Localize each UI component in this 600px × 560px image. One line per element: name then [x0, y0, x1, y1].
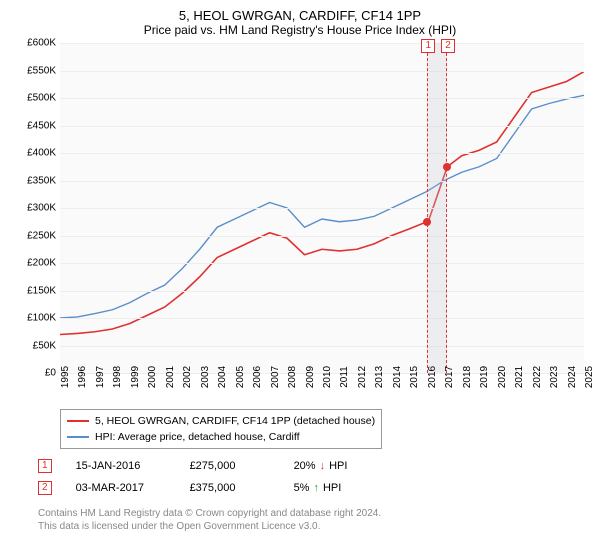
- x-tick-label: 2021: [514, 366, 525, 388]
- x-tick-label: 2022: [532, 366, 543, 388]
- x-tick-label: 2012: [357, 366, 368, 388]
- gridline: [60, 153, 584, 154]
- plot-area: 12: [60, 43, 584, 373]
- y-tick-label: £600K: [27, 38, 56, 49]
- gridline: [60, 318, 584, 319]
- chart-container: 5, HEOL GWRGAN, CARDIFF, CF14 1PP Price …: [0, 0, 600, 560]
- event-diff-pct: 20%: [294, 460, 316, 472]
- gridline: [60, 98, 584, 99]
- x-tick-label: 1999: [130, 366, 141, 388]
- footer-attribution: Contains HM Land Registry data © Crown c…: [38, 507, 584, 533]
- y-tick-label: £200K: [27, 258, 56, 269]
- y-tick-label: £50K: [33, 340, 56, 351]
- x-tick-label: 2004: [217, 366, 228, 388]
- y-tick-label: £0: [45, 368, 56, 379]
- y-tick-label: £150K: [27, 285, 56, 296]
- event-price: £375,000: [190, 482, 270, 494]
- x-tick-label: 2016: [427, 366, 438, 388]
- x-tick-label: 2011: [339, 366, 350, 388]
- x-tick-label: 2013: [374, 366, 385, 388]
- y-tick-label: £250K: [27, 230, 56, 241]
- event-row: 2 03-MAR-2017 £375,000 5%↑ HPI: [38, 477, 584, 499]
- x-tick-label: 2003: [200, 366, 211, 388]
- arrow-icon: ↓: [320, 460, 326, 472]
- y-tick-label: £300K: [27, 203, 56, 214]
- gridline: [60, 291, 584, 292]
- x-tick-label: 2015: [409, 366, 420, 388]
- gridline: [60, 346, 584, 347]
- legend-swatch-2: [67, 436, 89, 438]
- x-tick-label: 2025: [584, 366, 595, 388]
- y-tick-label: £400K: [27, 148, 56, 159]
- gridline: [60, 208, 584, 209]
- marker-dot-1: [423, 218, 431, 226]
- event-num: 1: [38, 459, 52, 473]
- marker-label-1: 1: [421, 39, 435, 53]
- gridline: [60, 263, 584, 264]
- x-tick-label: 2008: [287, 366, 298, 388]
- y-tick-label: £100K: [27, 313, 56, 324]
- footer-line-1: Contains HM Land Registry data © Crown c…: [38, 507, 584, 520]
- x-tick-label: 1998: [112, 366, 123, 388]
- x-tick-label: 2017: [444, 366, 455, 388]
- gridline: [60, 71, 584, 72]
- x-tick-label: 2019: [479, 366, 490, 388]
- chart-title: 5, HEOL GWRGAN, CARDIFF, CF14 1PP: [12, 8, 588, 23]
- y-tick-label: £350K: [27, 175, 56, 186]
- event-diff: 5%↑ HPI: [294, 482, 342, 494]
- event-date: 03-MAR-2017: [76, 482, 166, 494]
- x-axis: 1995199619971998199920002001200220032004…: [60, 373, 584, 403]
- x-tick-label: 2001: [165, 366, 176, 388]
- marker-label-2: 2: [441, 39, 455, 53]
- arrow-icon: ↑: [313, 482, 319, 494]
- y-axis: £0£50K£100K£150K£200K£250K£300K£350K£400…: [12, 43, 60, 373]
- event-diff-label: HPI: [323, 482, 341, 494]
- event-date: 15-JAN-2016: [76, 460, 166, 472]
- footer-line-2: This data is licensed under the Open Gov…: [38, 520, 584, 533]
- chart-area: £0 £50K £100K £150K £200K £250K £300K £350K £400…: [12, 43, 588, 403]
- x-tick-label: 2024: [567, 366, 578, 388]
- gridline: [60, 43, 584, 44]
- event-diff: 20% ↓HPI: [294, 460, 348, 472]
- x-tick-label: 2005: [235, 366, 246, 388]
- x-tick-label: 2000: [147, 366, 158, 388]
- event-num: 2: [38, 481, 52, 495]
- x-tick-label: 2023: [549, 366, 560, 388]
- x-tick-label: 1997: [95, 366, 106, 388]
- x-tick-label: 2009: [305, 366, 316, 388]
- x-tick-label: 2002: [182, 366, 193, 388]
- x-tick-label: 2014: [392, 366, 403, 388]
- event-table: 115-JAN-2016£275,00020%↓HPI203-MAR-2017£…: [38, 455, 584, 499]
- series-line-price_paid: [60, 72, 584, 335]
- legend-swatch-1: [67, 420, 89, 422]
- event-diff-label: HPI: [329, 460, 347, 472]
- chart-subtitle: Price paid vs. HM Land Registry's House …: [12, 23, 588, 37]
- x-tick-label: 2018: [462, 366, 473, 388]
- x-tick-label: 2006: [252, 366, 263, 388]
- y-tick-label: £450K: [27, 120, 56, 131]
- gridline: [60, 236, 584, 237]
- marker-band: [427, 43, 447, 373]
- gridline: [60, 126, 584, 127]
- legend-label-1: 5, HEOL GWRGAN, CARDIFF, CF14 1PP (detac…: [95, 413, 375, 429]
- legend-item-price-paid: 5, HEOL GWRGAN, CARDIFF, CF14 1PP (detac…: [67, 413, 375, 429]
- x-tick-label: 2007: [270, 366, 281, 388]
- y-tick-label: £550K: [27, 65, 56, 76]
- x-tick-label: 2010: [322, 366, 333, 388]
- x-tick-label: 1996: [77, 366, 88, 388]
- y-tick-label: £500K: [27, 93, 56, 104]
- event-price: £275,000: [190, 460, 270, 472]
- x-tick-label: 1995: [60, 366, 71, 388]
- x-tick-label: 2020: [497, 366, 508, 388]
- marker-dot-2: [443, 163, 451, 171]
- event-row: 1 15-JAN-2016 £275,000 20% ↓HPI: [38, 455, 584, 477]
- legend-label-2: HPI: Average price, detached house, Card…: [95, 429, 300, 445]
- legend-item-hpi: HPI: Average price, detached house, Card…: [67, 429, 375, 445]
- legend-box: 5, HEOL GWRGAN, CARDIFF, CF14 1PP (detac…: [60, 409, 382, 449]
- gridline: [60, 181, 584, 182]
- event-diff-pct: 5%: [294, 482, 310, 494]
